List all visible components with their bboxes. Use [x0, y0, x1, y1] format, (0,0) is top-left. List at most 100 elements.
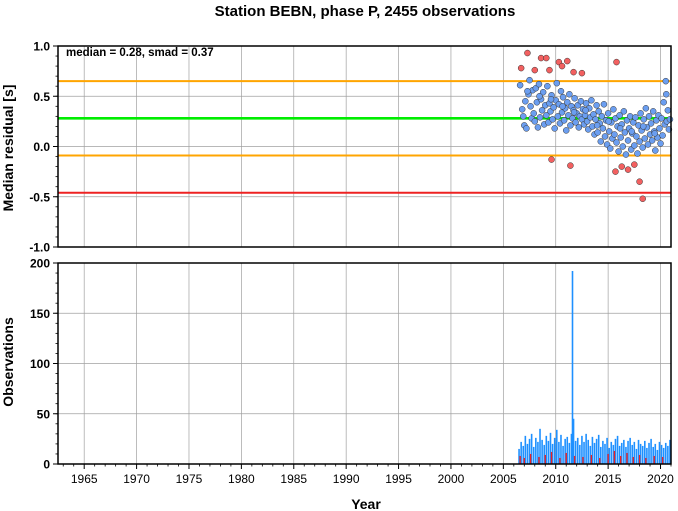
outlier-point — [613, 58, 620, 66]
residual-point — [651, 130, 659, 137]
x-tick-label: 2005 — [490, 472, 517, 486]
outlier-point — [524, 49, 531, 57]
residual-point — [530, 110, 537, 117]
residual-y-tick-label: -1.0 — [29, 241, 50, 255]
residual-point — [666, 116, 674, 123]
residual-point — [559, 103, 566, 110]
residual-point — [610, 106, 617, 113]
x-tick-label: 1980 — [228, 472, 255, 486]
residual-point — [518, 106, 526, 113]
residual-point — [644, 141, 652, 148]
observations-grid — [58, 262, 671, 465]
residual-point — [523, 125, 530, 132]
residual-point — [599, 125, 607, 132]
outlier-point — [546, 66, 553, 74]
observations-bars — [518, 271, 671, 464]
x-tick-label: 1985 — [280, 472, 307, 486]
residual-point — [626, 113, 634, 120]
residual-point — [604, 110, 612, 117]
residual-point — [564, 99, 571, 106]
residual-point — [616, 112, 623, 119]
residual-reference-lines — [58, 80, 671, 194]
residual-point — [649, 108, 657, 115]
observations-y-tick-label: 150 — [30, 307, 50, 321]
residual-point — [575, 124, 583, 131]
residual-point — [606, 145, 614, 152]
outlier-point — [567, 162, 574, 169]
residual-point — [557, 87, 565, 95]
residual-point — [560, 117, 568, 124]
residual-point — [593, 102, 600, 109]
outlier-point — [548, 156, 555, 163]
residual-point — [616, 125, 624, 132]
residual-point — [550, 104, 557, 111]
residual-point — [633, 133, 640, 140]
residual-point — [547, 96, 555, 103]
residual-point — [613, 139, 620, 146]
residual-point — [570, 109, 578, 116]
observations-x-ticks: 1965 1970 1975 1980 1985 1990 1995 2000 2005 2010… — [62, 464, 674, 486]
residual-point — [539, 88, 547, 96]
outlier-point — [624, 166, 632, 173]
residual-point — [624, 137, 632, 144]
residual-point — [520, 113, 527, 120]
residual-point — [663, 90, 670, 98]
residual-point — [531, 118, 539, 125]
observations-panel-frame — [57, 262, 672, 465]
residual-point — [659, 132, 666, 139]
residual-point — [553, 79, 561, 87]
x-tick-label: 1975 — [176, 472, 203, 486]
residual-point — [619, 143, 627, 150]
residual-point — [593, 122, 601, 129]
residual-point — [639, 144, 646, 151]
residual-point — [634, 150, 641, 157]
residual-point — [611, 131, 618, 138]
residual-point — [526, 76, 533, 84]
x-axis-label: Year — [351, 496, 381, 511]
x-tick-label: 1965 — [71, 472, 98, 486]
residual-point — [637, 110, 644, 117]
residual-point — [656, 125, 663, 132]
residual-point — [524, 87, 531, 95]
residual-panel: 1.0 0.5 0.0 -0.5 -1.0 median = 0.28, smad = … — [0, 40, 674, 255]
observations-y-tick-label: 200 — [30, 257, 50, 271]
observations-y-tick-label: 0 — [43, 458, 50, 472]
residual-point — [536, 93, 543, 100]
residual-y-axis-label: Median residual [s] — [0, 85, 16, 212]
residual-point — [621, 129, 629, 136]
residual-point — [597, 138, 605, 145]
x-tick-label: 1970 — [123, 472, 150, 486]
residual-point — [658, 115, 665, 122]
residual-point — [617, 134, 624, 141]
observations-y-tick-label: 100 — [30, 357, 50, 371]
residual-points — [516, 49, 674, 203]
residual-point — [605, 128, 613, 135]
residual-point — [636, 138, 643, 145]
x-tick-label: 2020 — [647, 472, 674, 486]
residual-point — [566, 90, 573, 98]
residual-point — [632, 114, 639, 121]
residual-annotation: median = 0.28, smad = 0.37 — [66, 47, 214, 59]
outlier-point — [543, 54, 550, 62]
residual-point — [572, 119, 579, 126]
residual-point — [598, 113, 606, 120]
residual-point — [594, 129, 601, 136]
outlier-point — [631, 161, 638, 168]
residual-point — [641, 135, 649, 142]
outlier-point — [517, 64, 525, 72]
residual-point — [600, 101, 608, 108]
residual-y-tick-label: -0.5 — [29, 190, 50, 204]
residual-point — [628, 128, 635, 135]
outlier-point — [570, 68, 577, 76]
residual-point — [592, 116, 599, 123]
x-tick-label: 1995 — [385, 472, 412, 486]
residual-point — [535, 80, 543, 88]
residual-point — [516, 81, 524, 89]
outlier-point — [612, 168, 619, 175]
residual-point — [554, 113, 562, 120]
observations-y-ticks: 200 150 100 50 0 — [30, 257, 58, 472]
residual-point — [601, 133, 609, 140]
residual-point — [549, 116, 556, 123]
residual-y-tick-label: 0.0 — [33, 140, 50, 154]
residual-point — [645, 113, 653, 120]
